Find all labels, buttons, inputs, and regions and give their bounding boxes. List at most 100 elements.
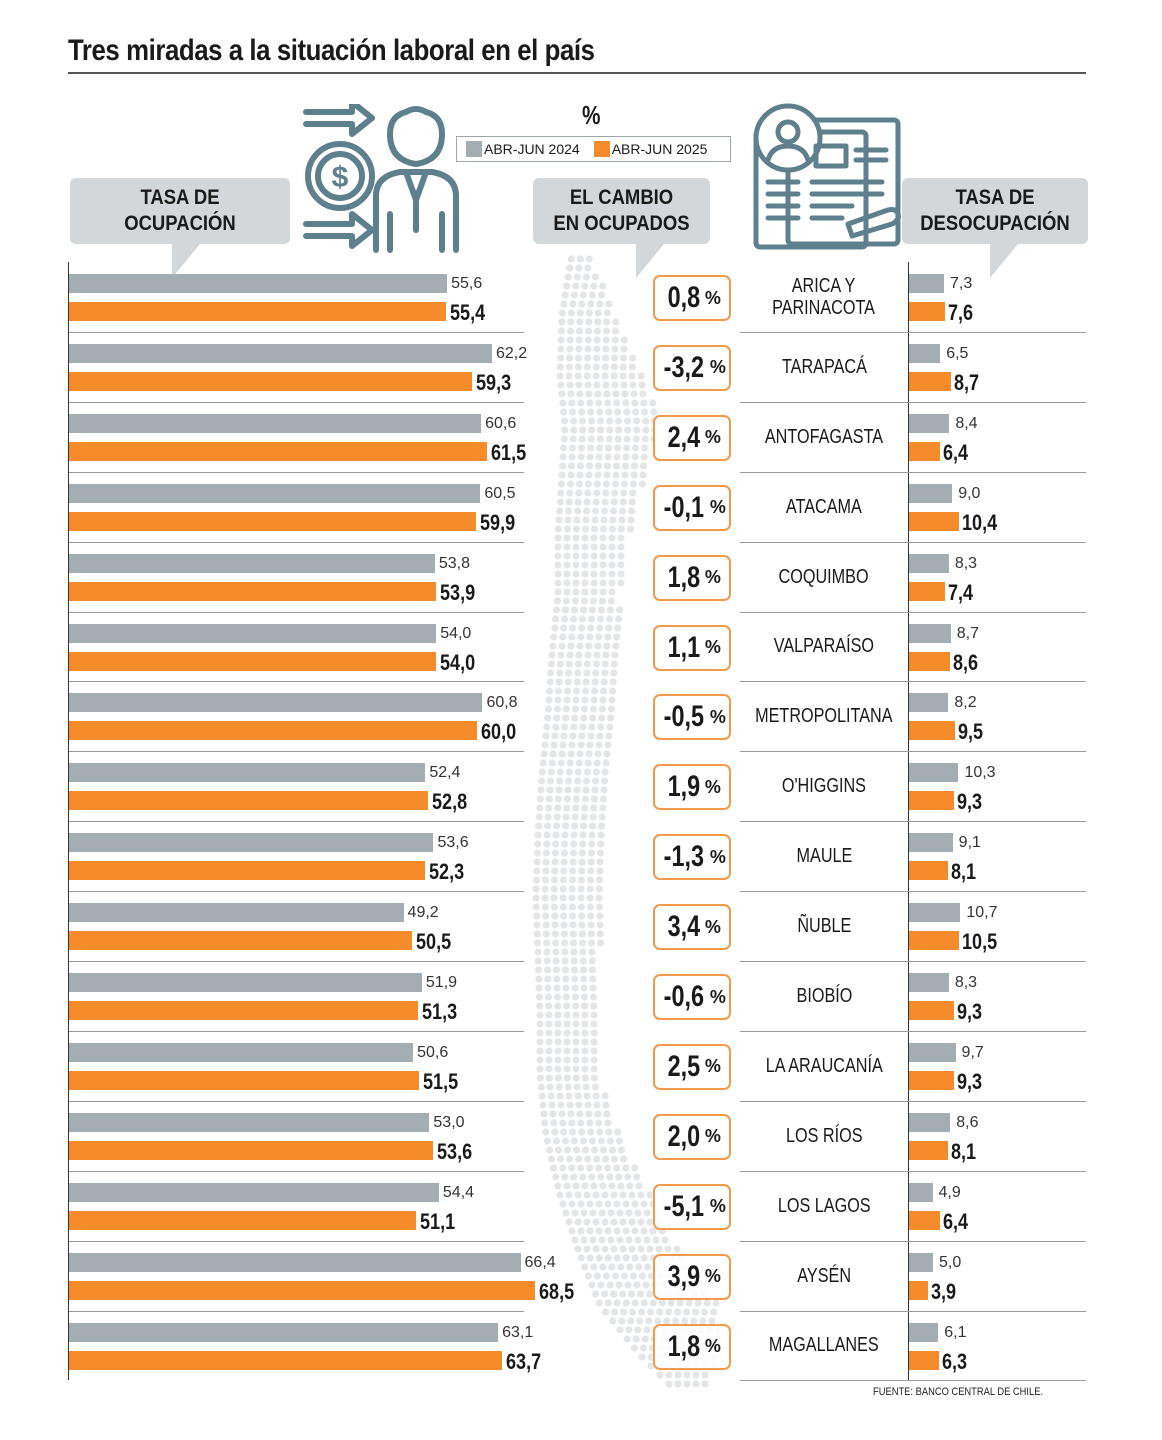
occupation-bar-2024	[69, 693, 483, 713]
row-divider-left	[69, 891, 524, 893]
change-value: 1,8	[667, 1329, 701, 1363]
occupation-bar-2025	[69, 791, 429, 811]
region-label: TARAPACÁ	[740, 332, 908, 402]
region-label: ARICA Y PARINACOTA	[740, 262, 908, 332]
change-box: -1,3%	[653, 834, 731, 881]
region-name-line: METROPOLITANA	[755, 705, 893, 728]
region-label: ÑUBLE	[740, 891, 908, 961]
unemployment-bar-2024	[909, 973, 949, 992]
occupation-bar-2025	[69, 1350, 503, 1370]
unemployment-bar-2024	[909, 1112, 951, 1132]
occupation-bar-2025	[69, 441, 488, 461]
occupation-label-2024: 53,0	[433, 1113, 465, 1131]
source-note: FUENTE: BANCO CENTRAL DE CHILE.	[873, 1386, 1044, 1398]
change-value: 3,4	[667, 910, 701, 944]
change-box: 1,1%	[653, 624, 731, 671]
occupation-label-2025: 51,3	[421, 999, 457, 1024]
occupation-label-2025: 51,1	[420, 1208, 456, 1234]
region-label: ANTOFAGASTA	[740, 402, 908, 472]
region-name: ARICA Y PARINACOTA	[767, 275, 881, 319]
row-divider-right	[740, 1310, 1086, 1312]
unemployment-header-line2: DESOCUPACIÓN	[920, 212, 1070, 235]
region-name: MAULE	[793, 845, 855, 867]
unemployment-bar-2024	[909, 274, 945, 293]
occupation-label-2024: 49,2	[407, 904, 439, 922]
legend-label-2024: ABR-JUN 2024	[484, 141, 580, 157]
occupation-bar-2025	[69, 1140, 434, 1160]
unemployment-bar-2025	[909, 441, 940, 461]
occupation-label-2024: 53,8	[438, 554, 470, 572]
change-value: 2,4	[667, 420, 701, 454]
change-value: 3,9	[667, 1259, 701, 1293]
region-label: AYSÉN	[740, 1241, 908, 1311]
occupation-bar-2024	[69, 1322, 499, 1342]
unemployment-bar-2024	[909, 1182, 933, 1202]
region-name-line: O'HIGGINS	[781, 775, 867, 798]
occupation-bar-2024	[69, 1042, 414, 1062]
occupation-bar-2024	[69, 1182, 439, 1202]
unemployment-bar-2025	[909, 651, 951, 671]
change-box: 0,8%	[653, 275, 731, 321]
occupation-header-tail	[172, 244, 200, 278]
region-name-line: PARINACOTA	[772, 296, 876, 319]
region-name: LA ARAUCANÍA	[759, 1055, 889, 1077]
region-label: MAULE	[740, 821, 908, 891]
change-box: -0,5%	[653, 694, 731, 741]
unemployment-label-2024: 9,0	[958, 484, 981, 502]
unemployment-bar-2024	[909, 413, 950, 433]
newspaper-job-ads-icon	[753, 103, 901, 250]
occupation-label-2024: 52,4	[429, 764, 461, 782]
legend-swatch-2024	[466, 141, 482, 157]
change-value: 1,9	[667, 770, 701, 804]
row-divider-left	[69, 611, 524, 613]
legend-swatch-2025	[593, 141, 610, 157]
occupation-label-2024: 60,5	[484, 484, 516, 502]
change-value: -0,1	[663, 490, 705, 524]
region-name: TARAPACÁ	[777, 356, 871, 378]
unemployment-bar-2025	[909, 1140, 948, 1160]
unemployment-bar-2025	[909, 1350, 940, 1370]
unemployment-bar-2024	[909, 1042, 956, 1062]
row-divider-left	[69, 1310, 524, 1312]
occupation-bar-2025	[69, 931, 413, 951]
occupation-bar-2024	[69, 413, 482, 433]
occupation-bar-2025	[69, 1070, 420, 1090]
unemployment-label-2024: 8,4	[955, 414, 978, 432]
region-name: COQUIMBO	[774, 566, 874, 588]
occupation-label-2025: 59,3	[476, 369, 512, 395]
title-divider	[68, 72, 1086, 74]
change-unit: %	[709, 1196, 726, 1217]
occupation-bar-2024	[69, 903, 404, 923]
region-name: ATACAMA	[782, 496, 866, 518]
region-name-line: MAULE	[796, 845, 852, 868]
occupation-label-2025: 53,6	[437, 1138, 473, 1164]
unemployment-label-2024: 9,7	[961, 1043, 984, 1061]
occupation-bar-2025	[69, 1001, 418, 1020]
region-name: ÑUBLE	[794, 915, 854, 937]
unemployment-bar-2025	[909, 511, 959, 531]
unemployment-label-2024: 10,7	[966, 904, 998, 922]
region-label: LOS RÍOS	[740, 1101, 908, 1171]
svg-text:$: $	[332, 161, 349, 194]
row-divider-left	[69, 751, 524, 753]
change-box: -3,2%	[653, 344, 731, 391]
occupation-bar-2025	[69, 651, 437, 671]
change-value: -0,5	[663, 700, 705, 734]
row-divider-left	[69, 541, 524, 543]
region-name-line: ANTOFAGASTA	[764, 425, 884, 448]
region-name-line: LOS LAGOS	[777, 1194, 871, 1217]
region-label: METROPOLITANA	[740, 681, 908, 751]
change-value: 2,5	[667, 1049, 701, 1083]
change-value: 0,8	[667, 281, 701, 314]
unemployment-label-2025: 7,6	[948, 300, 974, 325]
occupation-label-2024: 60,8	[486, 694, 518, 712]
change-box: 1,9%	[653, 764, 731, 811]
region-name: LOS RÍOS	[781, 1125, 866, 1147]
row-divider-left	[69, 681, 524, 683]
unemployment-bar-2025	[909, 371, 951, 391]
unemployment-label-2025: 6,3	[942, 1348, 968, 1374]
unemployment-bar-2025	[909, 1280, 928, 1300]
region-name-line: ARICA Y	[792, 274, 856, 297]
occupation-bar-2025	[69, 511, 477, 531]
row-divider-right	[740, 401, 1086, 403]
